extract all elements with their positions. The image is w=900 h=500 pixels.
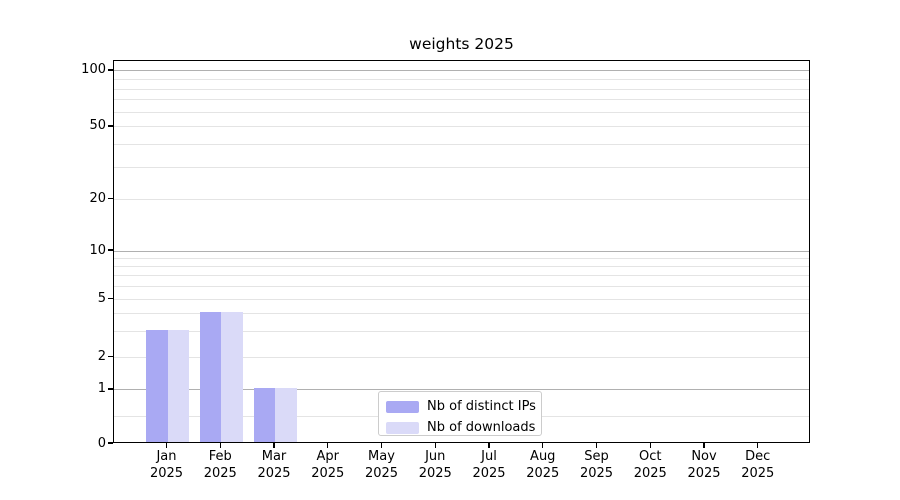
x-tick-label: Aug 2025: [526, 449, 560, 481]
y-tick-label: 100: [81, 62, 106, 78]
labeled-gridline: [114, 357, 809, 359]
x-tick-label: Jun 2025: [418, 449, 452, 481]
minor-gridline: [114, 266, 809, 268]
grid-layer: [114, 61, 809, 442]
y-tick-label: 5: [97, 290, 106, 306]
legend-label-downloads: Nb of downloads: [427, 420, 536, 435]
major-gridline: [114, 70, 809, 72]
x-tick-mark: [165, 443, 168, 448]
x-tick-mark: [273, 443, 275, 448]
minor-gridline: [114, 144, 809, 146]
x-tick-label: Nov 2025: [687, 449, 721, 481]
bar-distinct-ips-mar: [253, 388, 275, 442]
x-tick-label: Oct 2025: [633, 449, 667, 481]
legend-item-downloads: Nb of downloads: [386, 417, 541, 438]
x-tick-mark: [757, 443, 759, 448]
x-tick-mark: [703, 443, 705, 448]
x-tick-label: Jul 2025: [472, 449, 506, 481]
labeled-gridline: [114, 126, 809, 128]
chart-title: weights 2025: [409, 35, 514, 53]
minor-gridline: [114, 79, 809, 80]
y-tick-label: 1: [97, 381, 106, 397]
minor-gridline: [114, 88, 809, 90]
y-tick-mark: [108, 442, 113, 444]
x-tick-mark: [380, 443, 383, 448]
x-tick-label: Dec 2025: [741, 449, 775, 481]
minor-gridline: [114, 99, 809, 101]
legend-swatch-downloads-icon: [386, 421, 419, 434]
y-tick-label: 20: [89, 190, 106, 206]
x-tick-mark: [595, 443, 598, 448]
labeled-gridline: [114, 298, 809, 300]
x-tick-mark: [434, 443, 436, 448]
x-tick-label: May 2025: [364, 449, 399, 481]
minor-gridline: [114, 166, 809, 168]
x-tick-label: Apr 2025: [311, 449, 345, 481]
minor-gridline: [114, 313, 809, 315]
minor-gridline: [114, 257, 809, 259]
major-gridline: [114, 389, 809, 391]
x-tick-mark: [488, 443, 490, 448]
bar-distinct-ips-jan: [146, 329, 168, 442]
x-tick-label: Mar 2025: [257, 449, 291, 481]
legend-item-distinct-ips: Nb of distinct IPs: [386, 396, 541, 417]
y-tick-mark: [108, 69, 113, 71]
y-tick-mark: [108, 297, 113, 300]
bar-downloads-jan: [167, 329, 189, 442]
labeled-gridline: [114, 198, 809, 200]
minor-gridline: [114, 275, 809, 277]
y-tick-mark: [108, 388, 113, 390]
legend: Nb of distinct IPs Nb of downloads: [378, 391, 542, 436]
y-tick-label: 0: [97, 435, 106, 451]
y-tick-mark: [108, 355, 113, 358]
bar-downloads-feb: [221, 311, 243, 442]
x-tick-label: Jan 2025: [149, 449, 184, 481]
minor-gridline: [114, 111, 809, 113]
legend-swatch-distinct-ips-icon: [386, 400, 419, 413]
legend-label-distinct-ips: Nb of distinct IPs: [427, 399, 536, 414]
y-tick-mark: [108, 249, 113, 251]
x-tick-mark: [649, 443, 651, 448]
x-tick-mark: [219, 443, 221, 448]
bar-downloads-mar: [275, 388, 297, 442]
bar-distinct-ips-feb: [199, 311, 222, 442]
major-gridline: [114, 250, 809, 252]
plot-area: Nb of distinct IPs Nb of downloads: [113, 60, 810, 443]
minor-gridline: [114, 286, 809, 288]
minor-gridline: [114, 331, 809, 333]
x-tick-label: Sep 2025: [579, 449, 614, 481]
y-tick-mark: [108, 125, 113, 127]
x-tick-mark: [542, 443, 544, 448]
x-tick-mark: [327, 443, 329, 448]
y-tick-label: 10: [89, 242, 106, 258]
y-tick-label: 50: [89, 118, 106, 134]
y-tick-mark: [108, 197, 113, 200]
y-tick-label: 2: [97, 349, 106, 365]
x-tick-label: Feb 2025: [203, 449, 237, 481]
bar-layer: [114, 61, 809, 442]
